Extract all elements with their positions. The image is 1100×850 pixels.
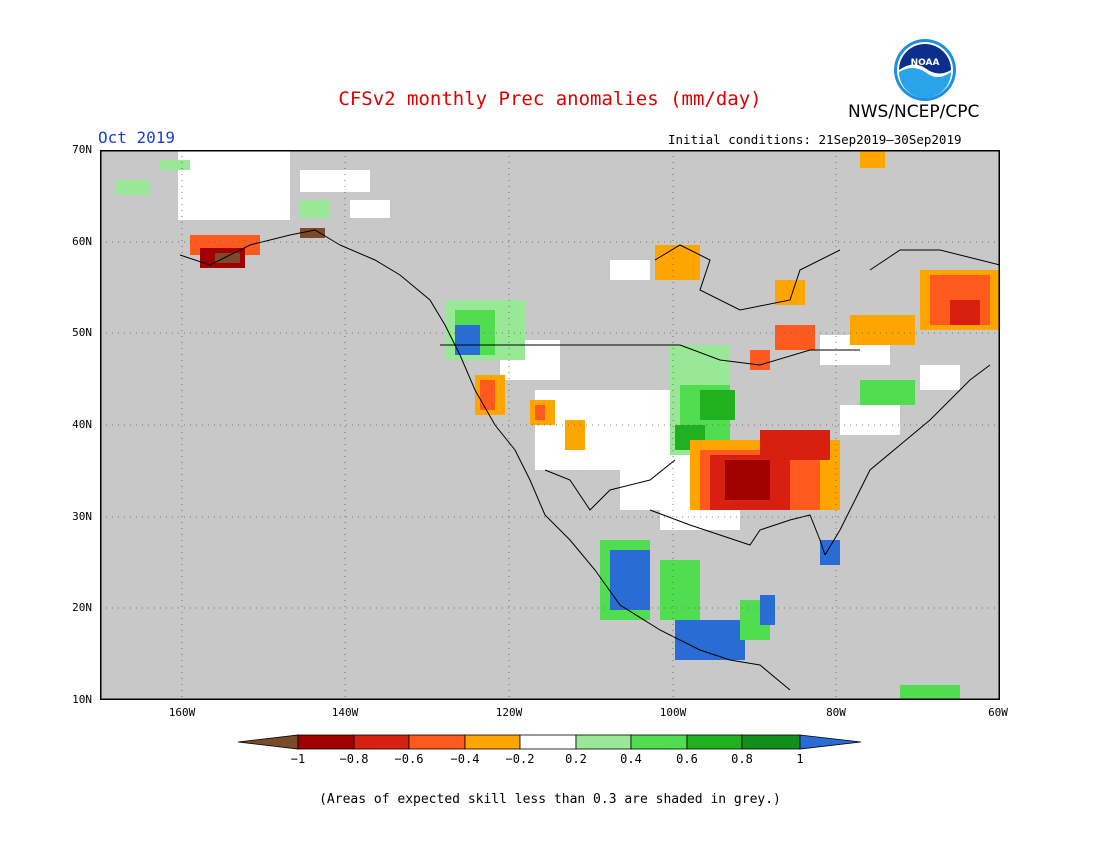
colorbar-label: 0.8 bbox=[731, 752, 753, 766]
colorbar-label: −1 bbox=[290, 752, 306, 766]
colorbar-low-arrow bbox=[237, 734, 299, 750]
lat-label: 20N bbox=[72, 601, 92, 614]
lat-label: 60N bbox=[72, 235, 92, 248]
agency-label: NWS/NCEP/CPC bbox=[848, 102, 980, 122]
colorbar-label: 1 bbox=[796, 752, 804, 766]
colorbar-label: −0.8 bbox=[339, 752, 369, 766]
wet-anomalies bbox=[115, 160, 960, 700]
map-panel bbox=[100, 150, 1000, 700]
colorbar-high-arrow bbox=[799, 734, 862, 750]
lon-label: 140W bbox=[331, 706, 359, 719]
lon-label: 160W bbox=[168, 706, 196, 719]
lat-label: 10N bbox=[72, 693, 92, 706]
lat-label: 40N bbox=[72, 418, 92, 431]
coastlines bbox=[179, 229, 1000, 691]
graticule bbox=[100, 150, 1000, 700]
lon-label: 120W bbox=[495, 706, 523, 719]
noaa-logo-text: NOAA bbox=[911, 58, 940, 68]
lat-label: 30N bbox=[72, 510, 92, 523]
colorbar-label: 0.6 bbox=[676, 752, 698, 766]
lon-label: 100W bbox=[659, 706, 687, 719]
lat-label: 50N bbox=[72, 326, 92, 339]
colorbar-label: −0.6 bbox=[394, 752, 424, 766]
colorbar-label: 0.4 bbox=[620, 752, 642, 766]
lon-label: 60W bbox=[988, 706, 1008, 719]
lon-label: 80W bbox=[826, 706, 846, 719]
colorbar-label: 0.2 bbox=[565, 752, 587, 766]
map-title: CFSv2 monthly Prec anomalies (mm/day) bbox=[338, 88, 762, 110]
colorbar-label: −0.4 bbox=[450, 752, 480, 766]
map-frame bbox=[100, 150, 1000, 700]
forecast-month: Oct 2019 bbox=[98, 128, 176, 147]
noaa-logo: NOAA bbox=[893, 38, 957, 102]
initial-conditions: Initial conditions: 21Sep2019–30Sep2019 bbox=[668, 132, 962, 147]
lat-label: 70N bbox=[72, 143, 92, 156]
colorbar bbox=[237, 734, 862, 750]
footnote: (Areas of expected skill less than 0.3 a… bbox=[319, 792, 781, 807]
dry-anomalies bbox=[190, 150, 1000, 510]
colorbar-label: −0.2 bbox=[505, 752, 535, 766]
